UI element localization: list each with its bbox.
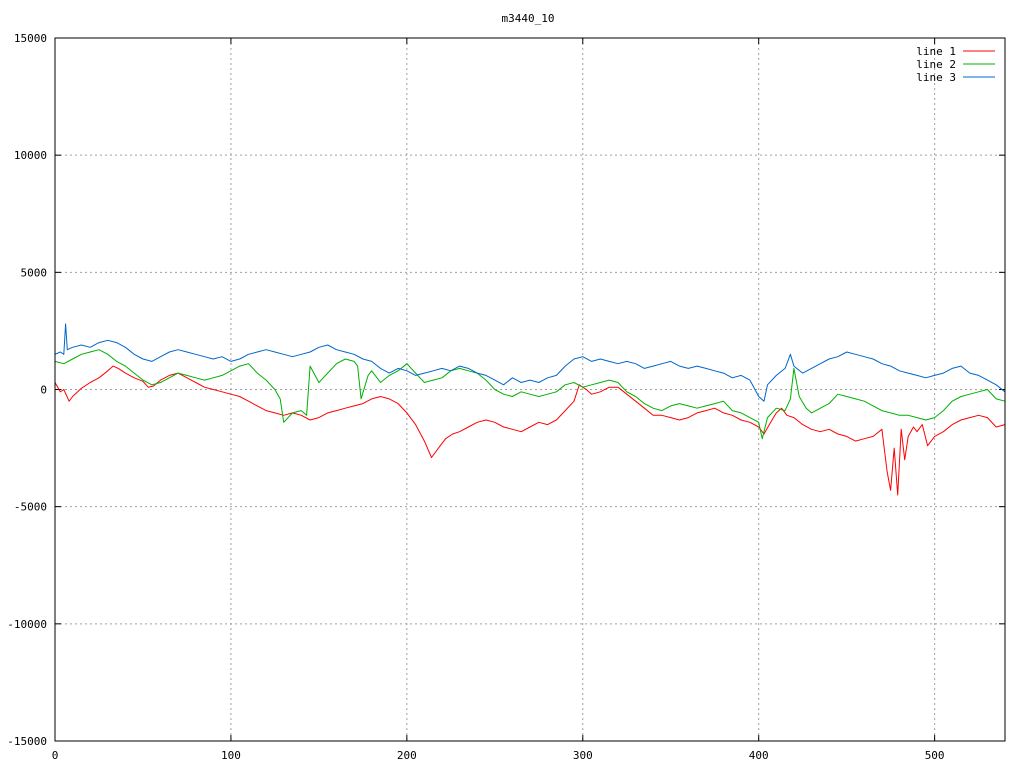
x-tick-label: 500 — [925, 749, 945, 762]
series-line-1 — [54, 365, 1006, 496]
axes: -15000 -10000 -5000 0 5000 10000 15000 0 100 200 3… — [7, 32, 1005, 762]
chart-title: m3440_10 — [502, 12, 555, 25]
grid — [55, 38, 1005, 741]
x-tick-label: 100 — [221, 749, 241, 762]
y-tick-label: 15000 — [14, 32, 47, 45]
series-line-3 — [54, 323, 1006, 402]
plot-frame — [54, 37, 1006, 742]
y-tick-label: 0 — [40, 384, 47, 397]
y-tick-label: -5000 — [14, 501, 47, 514]
series-line-2 — [54, 349, 1006, 440]
x-tick-label: 0 — [52, 749, 59, 762]
y-tick-label: 5000 — [21, 266, 48, 279]
legend-label-2: line 2 — [916, 58, 956, 71]
legend-label-1: line 1 — [916, 45, 956, 58]
x-tick-label: 300 — [573, 749, 593, 762]
y-tick-label: 10000 — [14, 149, 47, 162]
legend-label-3: line 3 — [916, 71, 956, 84]
series-group — [54, 323, 1006, 496]
y-tick-label: -15000 — [7, 735, 47, 748]
y-tick-label: -10000 — [7, 618, 47, 631]
x-tick-label: 400 — [749, 749, 769, 762]
x-tick-label: 200 — [397, 749, 417, 762]
